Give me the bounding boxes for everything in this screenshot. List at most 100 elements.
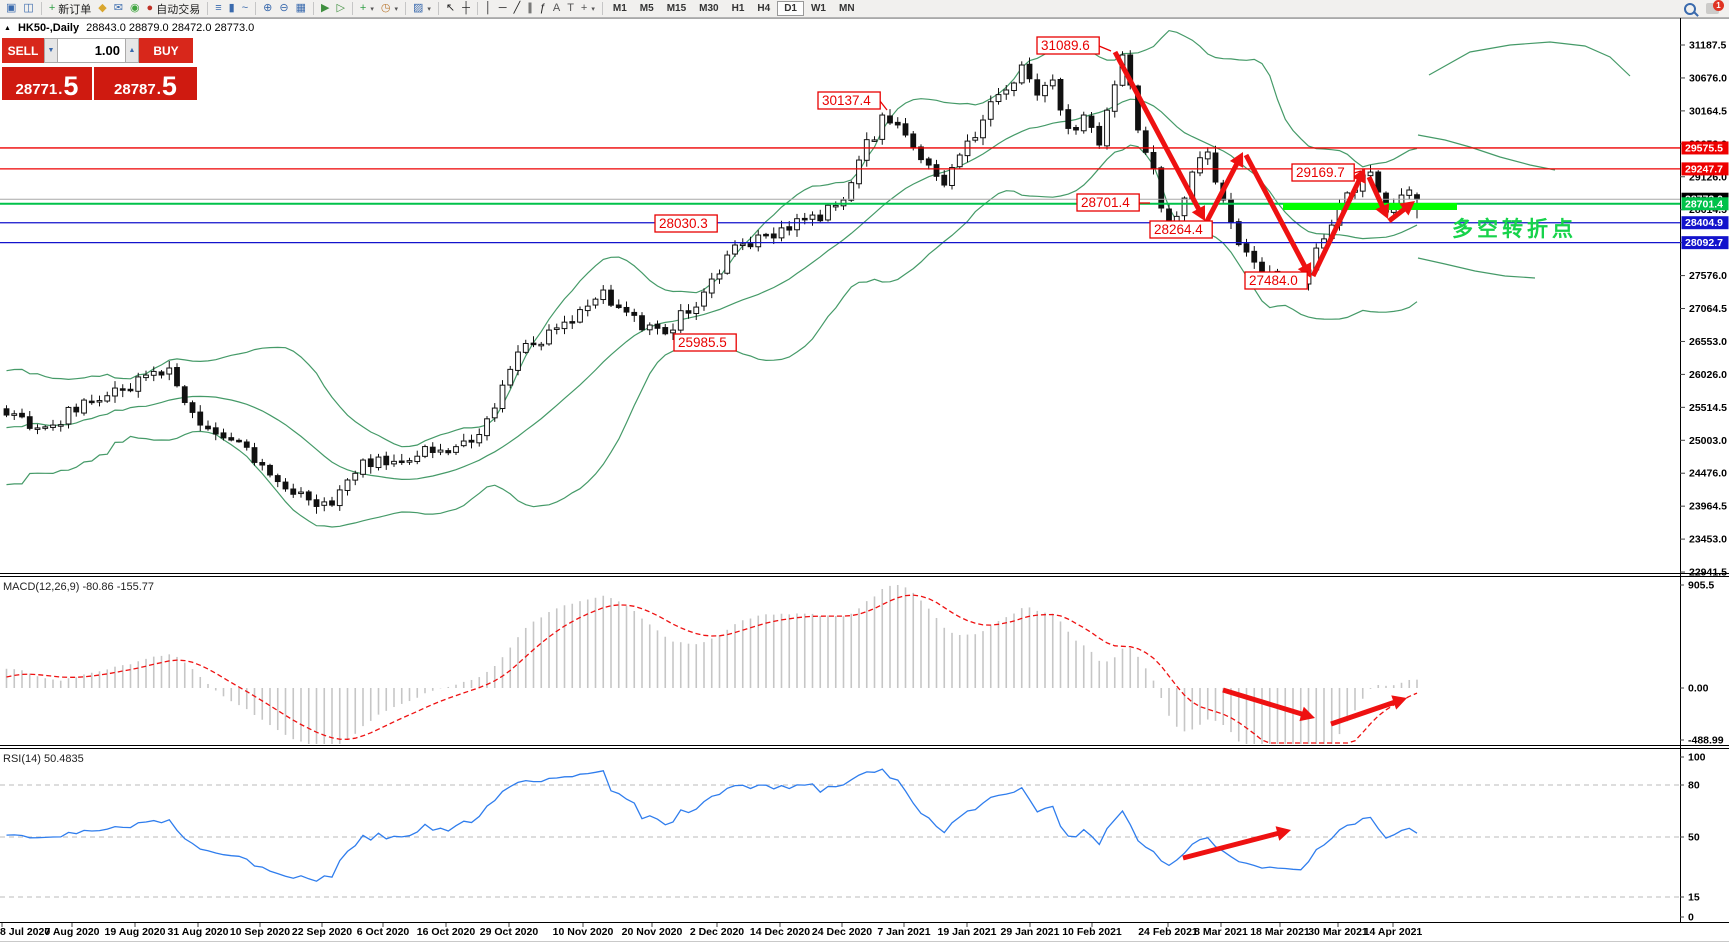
signals-icon[interactable]: ◉ [127,1,143,17]
chart-title: ▲ HK50-,Daily 28843.0 28879.0 28472.0 28… [4,22,254,34]
macd-indicator-label: MACD(12,26,9) -80.86 -155.77 [3,581,155,593]
price-badge: 28701.4 [1681,197,1729,211]
price-badge: 29247.7 [1681,162,1729,176]
svg-text:29169.7: 29169.7 [1296,165,1345,180]
vertical-line-icon[interactable]: │ [482,1,495,17]
search-icon[interactable] [1684,2,1696,15]
timeframe-m15[interactable]: M15 [666,3,687,14]
market-watch-icon[interactable]: ◆ [95,1,109,17]
svg-text:28092.7: 28092.7 [1685,237,1723,249]
price-badge: 29575.5 [1681,141,1729,155]
text-icon[interactable]: A [550,1,563,17]
periods-clock-icon: ◷ [380,2,391,14]
svg-text:26026.0: 26026.0 [1689,369,1727,381]
chevron-down-icon[interactable]: ▾ [591,5,595,13]
price-level-lines[interactable] [0,147,1680,244]
price-annotation[interactable]: 31089.6 [1036,36,1112,55]
svg-text:26553.0: 26553.0 [1689,336,1727,348]
svg-text:23453.0: 23453.0 [1689,534,1727,546]
zoom-in-icon: ⊕ [263,2,273,14]
turning-point-annotation[interactable]: 多空转折点 [1452,217,1577,241]
trend-zigzag-arrows[interactable] [1112,50,1415,278]
new-chart-icon[interactable]: ▣ [3,1,19,17]
price-annotation[interactable]: 29169.7 [1291,163,1362,182]
buy-button[interactable]: BUY [139,38,193,63]
chevron-down-icon[interactable]: ▾ [427,5,431,13]
sell-button[interactable]: SELL [2,38,44,63]
turning-point-text[interactable]: 多空转折点 [1452,217,1577,241]
label-icon[interactable]: T [564,1,577,17]
cursor-icon[interactable]: ↖ [443,1,458,17]
zoom-in-icon[interactable]: ⊕ [260,1,275,17]
timeframe-m1[interactable]: M1 [612,3,627,14]
timeframe-h1[interactable]: H1 [731,3,745,14]
horizontal-line-icon[interactable]: ─ [496,1,510,17]
svg-text:0: 0 [1688,912,1694,924]
trendline-icon[interactable]: ╱ [511,1,524,17]
svg-text:30164.5: 30164.5 [1689,105,1727,117]
timeframe-m30[interactable]: M30 [699,3,719,14]
tile-windows-icon[interactable]: ▦ [293,1,309,17]
timeframe-d1[interactable]: D1 [777,1,804,16]
zoom-out-icon: ⊖ [279,2,289,14]
svg-text:0.00: 0.00 [1688,683,1709,695]
price-annotation[interactable]: 27484.0 [1244,271,1308,290]
price-annotation[interactable]: 28264.4 [1149,220,1213,239]
svg-text:7 Aug 2020: 7 Aug 2020 [44,926,99,938]
svg-text:29247.7: 29247.7 [1685,163,1723,175]
fibonacci-icon[interactable]: ƒ [537,1,549,17]
candles [3,50,1420,514]
periods-clock-icon[interactable]: ◷ ▾ [378,1,401,17]
new-order-button[interactable]: + 新订单 [46,1,94,17]
volume-input[interactable] [58,38,125,63]
volume-decrease-button[interactable]: ▼ [44,38,58,63]
macd-arrows[interactable] [1222,687,1407,727]
candlestick-chart-icon[interactable]: ▮ [226,1,238,17]
svg-text:28264.4: 28264.4 [1154,222,1203,237]
ask-price-button[interactable]: 28787. 5 [94,67,197,100]
mailbox-icon[interactable]: ✉ [111,1,126,17]
zoom-out-icon[interactable]: ⊖ [276,1,291,17]
timeframe-h4[interactable]: H4 [757,3,771,14]
price-annotation[interactable]: 25985.5 [673,333,737,352]
chevron-down-icon[interactable]: ▾ [370,5,374,13]
notification-icon[interactable]: 1 [1706,0,1724,14]
volume-increase-button[interactable]: ▲ [125,38,139,63]
price-annotation[interactable]: 30137.4 [817,91,888,111]
svg-text:10 Sep 2020: 10 Sep 2020 [230,926,290,938]
bar-chart-icon[interactable]: ≡ [212,1,224,17]
chart-shift-icon: ▷ [336,2,345,14]
arrows-icon[interactable]: + ▾ [578,1,598,17]
autotrade-button[interactable]: ● 自动交易 [144,1,204,17]
panel-separators [0,18,1729,942]
timeframe-w1[interactable]: W1 [810,3,826,14]
line-chart-icon[interactable]: ~ [239,1,251,17]
text-icon: A [552,2,561,14]
price-annotation[interactable]: 28030.3 [654,214,718,233]
green-highlight-bar[interactable] [1283,203,1457,210]
price-axis[interactable]: 31187.530676.030164.529653.029126.028614… [1680,40,1727,579]
chart-collapse-icon[interactable]: ▲ [4,24,11,32]
toolbar-separator [404,2,406,15]
indicators-icon[interactable]: + ▾ [357,1,377,17]
svg-text:31187.5: 31187.5 [1689,40,1727,52]
chevron-down-icon[interactable]: ▾ [394,5,398,13]
templates-icon[interactable]: ▨ ▾ [410,1,434,17]
channel-icon[interactable]: ∥ [524,1,536,17]
auto-scroll-icon[interactable]: ▶ [318,1,332,17]
timeframe-m5[interactable]: M5 [639,3,654,14]
chart-shift-icon[interactable]: ▷ [333,1,347,17]
price-annotation[interactable]: 28701.4 [1076,193,1150,212]
crosshair-icon[interactable]: ┼ [459,1,473,17]
rsi-arrow[interactable] [1182,826,1291,861]
bid-price-button[interactable]: 28771. 5 [2,67,92,100]
highlight-annotation[interactable] [1283,203,1457,210]
price-annotation-labels[interactable]: 31089.6 30137.4 29169.7 28701.4 28264.4 28030… [654,36,1362,352]
svg-text:28404.9: 28404.9 [1685,217,1723,229]
svg-text:50: 50 [1688,832,1700,844]
price-badge: 28404.9 [1681,216,1729,230]
chart-preview-icon[interactable]: ◫ [20,1,36,17]
timeframe-mn[interactable]: MN [838,3,855,14]
